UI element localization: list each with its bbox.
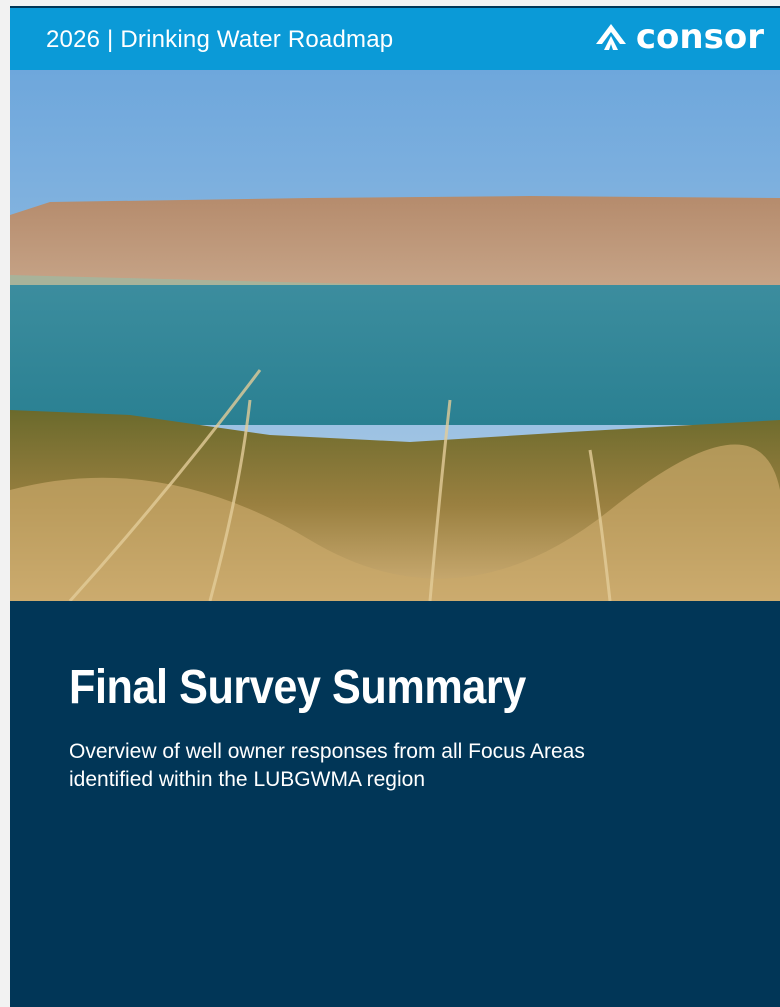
cover-photo — [10, 70, 780, 601]
logo: consor — [594, 17, 764, 57]
subtitle-line: identified within the LUBGWMA region — [69, 766, 585, 794]
cover-title: Final Survey Summary — [69, 660, 526, 715]
body: 2026 | Drinking Water Roadmap consor Fin… — [0, 0, 780, 1007]
header-title: 2026 | Drinking Water Roadmap — [46, 26, 393, 54]
logo-text: consor — [636, 17, 764, 57]
cover-subtitle: Overview of well owner responses from al… — [69, 738, 585, 794]
header-bar: 2026 | Drinking Water Roadmap consor — [10, 8, 780, 70]
logo-icon — [594, 22, 628, 52]
subtitle-line: Overview of well owner responses from al… — [69, 738, 585, 766]
cover-page: 2026 | Drinking Water Roadmap consor Fin… — [10, 6, 780, 1007]
